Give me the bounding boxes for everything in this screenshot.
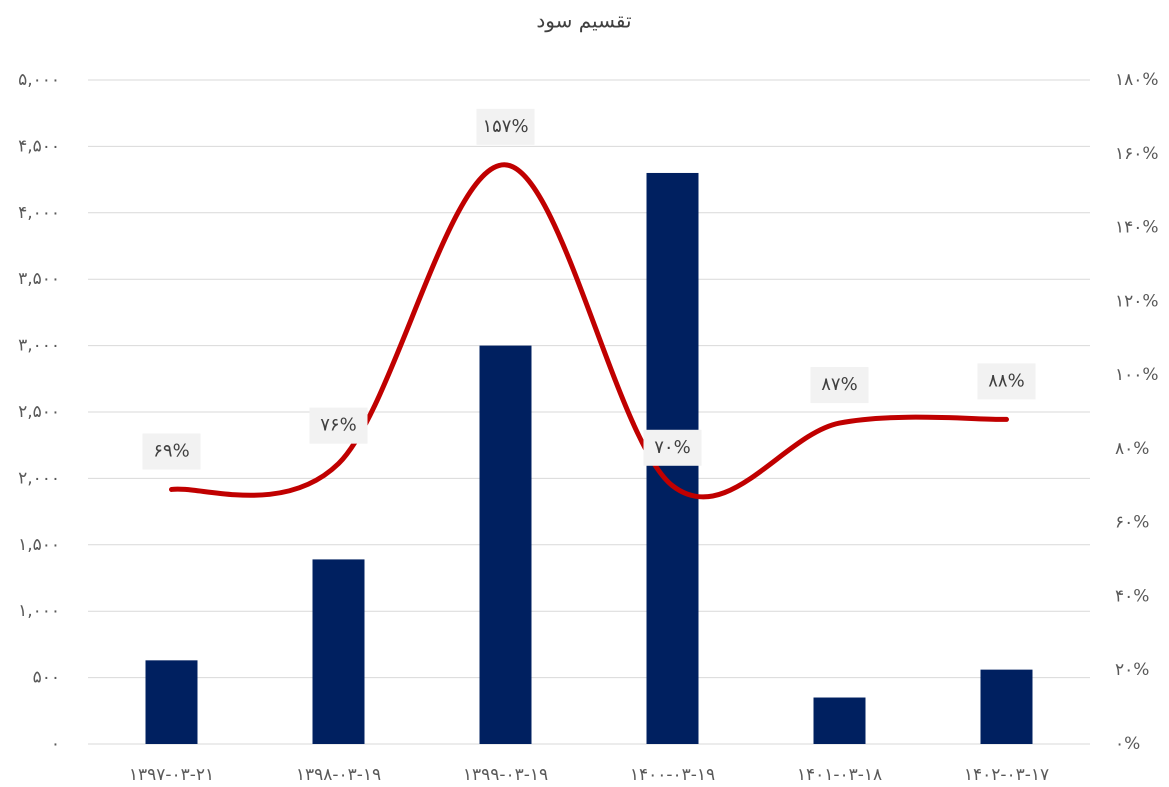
y2-tick-label: ۱۶۰% <box>1115 144 1159 164</box>
data-label-box <box>142 433 201 470</box>
data-label-box <box>810 367 869 404</box>
chart-title: تقسیم سود <box>536 9 631 33</box>
y-tick-label: ۲,۰۰۰ <box>18 468 60 488</box>
data-label-box <box>977 363 1036 400</box>
y2-tick-label: ۱۴۰% <box>1115 218 1159 238</box>
y2-tick-label: ۲۰% <box>1115 660 1149 680</box>
data-label-box <box>643 429 702 466</box>
line <box>169 162 1009 500</box>
x-tick-label: ۱۳۹۸-۰۳-۱۹ <box>296 765 381 785</box>
y2-tick-label: ۰% <box>1115 734 1140 754</box>
y-tick-label: ۱,۵۰۰ <box>18 535 60 555</box>
bar <box>479 345 532 744</box>
x-tick-label: ۱۴۰۰-۰۳-۱۹ <box>630 765 715 785</box>
y-tick-label: ۳,۰۰۰ <box>18 336 60 356</box>
y-tick-label: ۱,۰۰۰ <box>18 601 60 621</box>
data-label: ۶۹% <box>153 440 189 461</box>
bar <box>145 660 198 744</box>
data-label: ۷۶% <box>320 415 356 436</box>
y2-tick-label: ۱۲۰% <box>1115 291 1159 311</box>
bar <box>312 559 365 744</box>
x-tick-label: ۱۴۰۲-۰۳-۱۷ <box>964 765 1049 785</box>
bar <box>980 669 1033 744</box>
y-tick-label: ۲,۵۰۰ <box>18 402 60 422</box>
y-tick-label: ۰ <box>51 734 60 754</box>
y2-tick-label: ۱۸۰% <box>1115 70 1159 90</box>
data-label: ۸۷% <box>821 374 857 395</box>
y-tick-label: ۵۰۰ <box>33 668 60 688</box>
y-tick-label: ۴,۵۰۰ <box>18 136 60 156</box>
y-tick-label: ۳,۵۰۰ <box>18 269 60 289</box>
y2-tick-label: ۴۰% <box>1115 586 1149 606</box>
y2-tick-label: ۸۰% <box>1115 439 1149 459</box>
data-label: ۷۰% <box>654 437 690 458</box>
data-label: ۱۵۷% <box>482 116 528 137</box>
data-label-box <box>476 108 535 145</box>
data-label-box <box>309 407 368 444</box>
data-label: ۸۸% <box>988 370 1024 391</box>
y2-tick-label: ۱۰۰% <box>1115 365 1159 385</box>
y-tick-label: ۴,۰۰۰ <box>18 203 60 223</box>
y2-tick-label: ۶۰% <box>1115 513 1149 533</box>
x-tick-label: ۱۳۹۹-۰۳-۱۹ <box>463 765 548 785</box>
x-tick-label: ۱۴۰۱-۰۳-۱۸ <box>797 765 882 785</box>
bar <box>813 697 866 744</box>
x-tick-label: ۱۳۹۷-۰۳-۲۱ <box>129 765 214 785</box>
y-tick-label: ۵,۰۰۰ <box>18 70 60 90</box>
